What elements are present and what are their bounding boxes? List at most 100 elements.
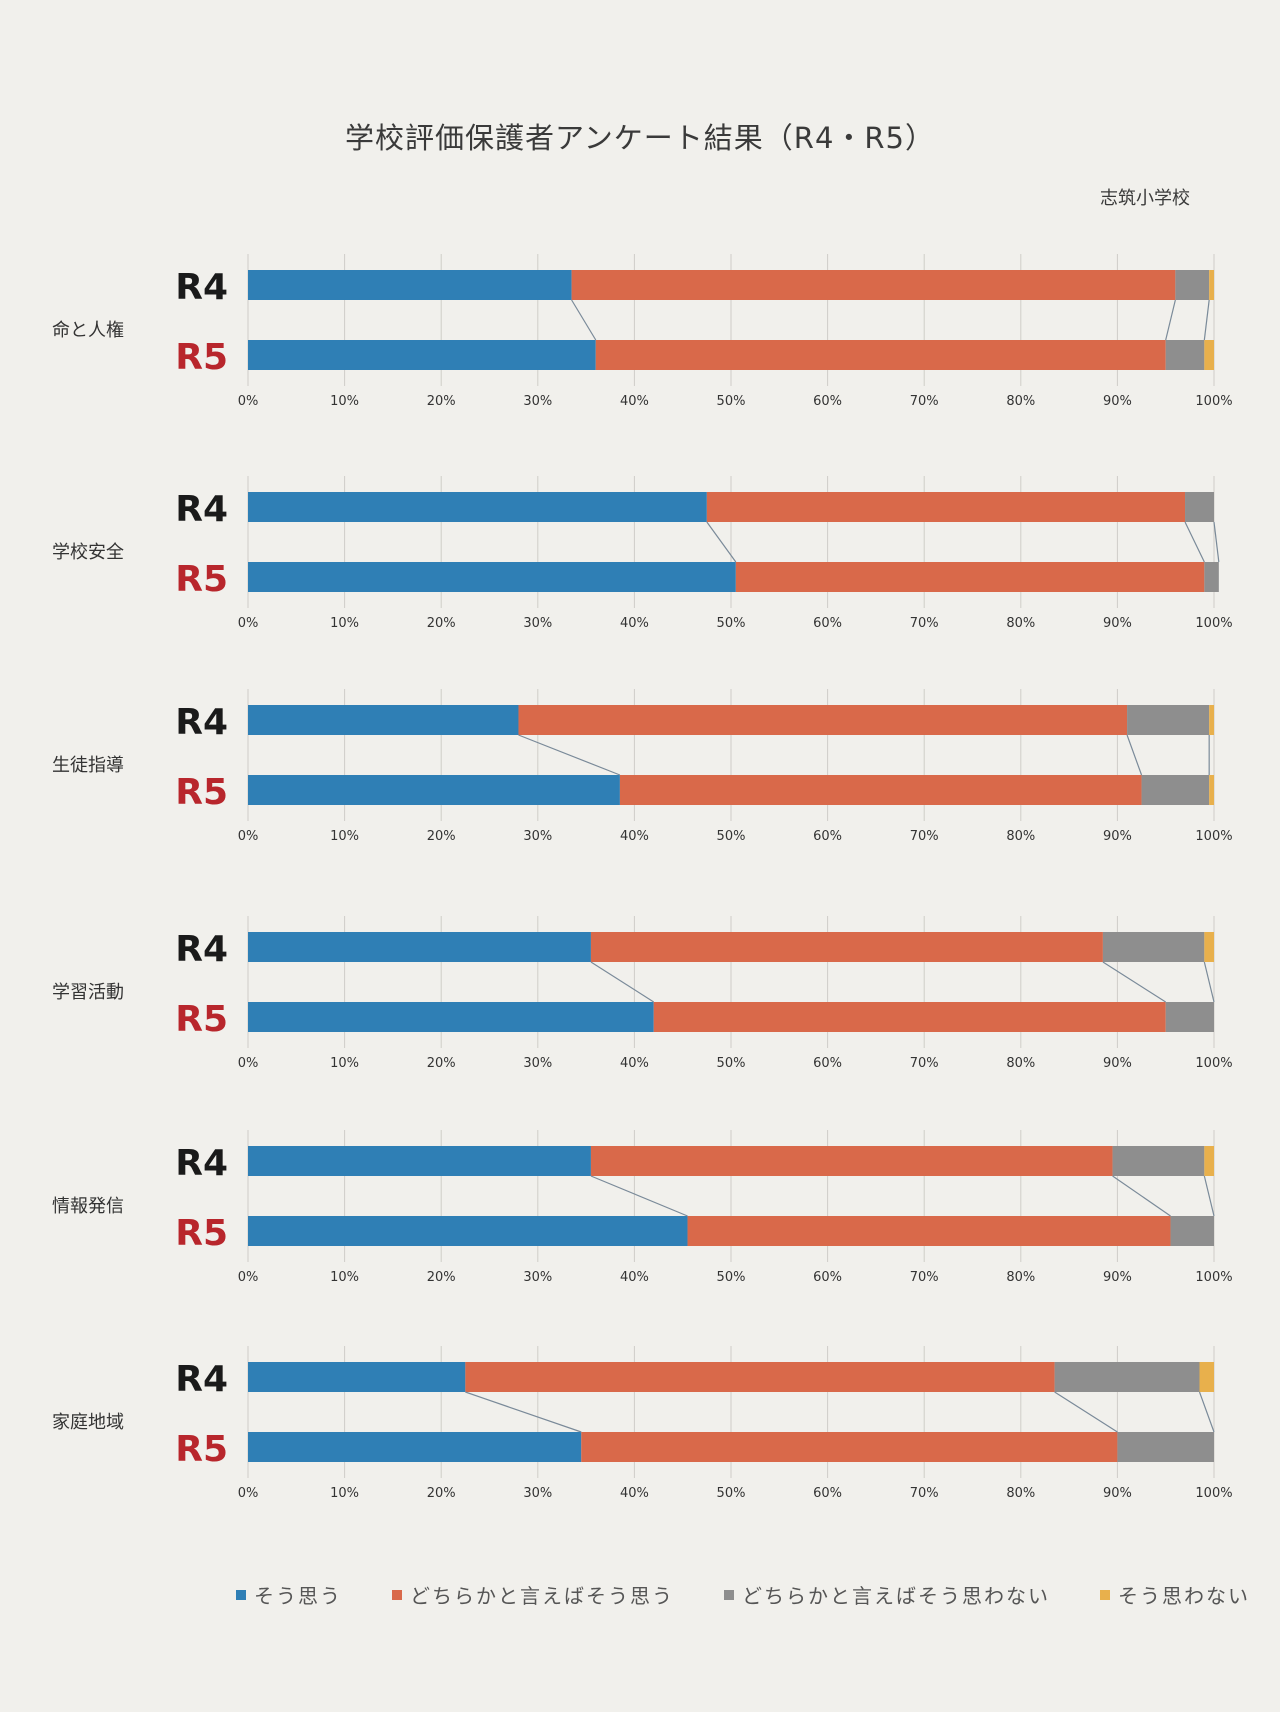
legend-swatch-somewhat-agree: [392, 1589, 402, 1600]
x-tick-label: 90%: [1103, 1270, 1132, 1285]
x-tick-label: 90%: [1103, 829, 1132, 844]
bar-segment-somewhat-disagree: [1141, 775, 1210, 805]
series-connector-line: [1102, 961, 1167, 1003]
bar-segment-somewhat-disagree: [1185, 492, 1214, 522]
series-connector-line: [465, 1391, 582, 1433]
x-tick-label: 20%: [427, 829, 456, 844]
x-tick-label: 0%: [238, 616, 259, 631]
bar-segment-somewhat-disagree: [1204, 562, 1219, 592]
legend-swatch-agree: [236, 1589, 246, 1600]
bar-segment-somewhat-disagree: [1054, 1362, 1200, 1392]
x-tick-label: 40%: [620, 616, 649, 631]
x-tick-label: 90%: [1103, 1486, 1132, 1501]
legend-item-somewhat-agree: どちらかと言えばそう思う: [392, 1580, 674, 1609]
bar-segment-somewhat-agree: [465, 1362, 1055, 1392]
bar-segment-somewhat-agree: [590, 1146, 1113, 1176]
bar-segment-agree: [248, 1432, 582, 1462]
x-tick-label: 80%: [1006, 616, 1035, 631]
x-tick-label: 70%: [910, 616, 939, 631]
x-tick-label: 20%: [427, 1056, 456, 1071]
series-connector-line: [518, 734, 621, 776]
bar-segment-agree: [248, 1146, 591, 1176]
bar-segment-somewhat-disagree: [1112, 1146, 1205, 1176]
bar-segment-somewhat-agree: [590, 932, 1103, 962]
bar-segment-disagree: [1209, 705, 1214, 735]
x-tick-label: 40%: [620, 394, 649, 409]
x-tick-label: 20%: [427, 394, 456, 409]
bar-label-r5: R5: [175, 337, 228, 378]
series-connector-line: [1203, 1175, 1215, 1217]
category-label: 家庭地域: [52, 1412, 124, 1433]
legend-swatch-disagree: [1100, 1589, 1110, 1600]
x-tick-label: 20%: [427, 1486, 456, 1501]
bar-segment-somewhat-agree: [687, 1216, 1171, 1246]
legend-label-somewhat-agree: どちらかと言えばそう思う: [410, 1584, 674, 1608]
x-tick-label: 60%: [813, 394, 842, 409]
legend-item-agree: そう思う: [236, 1580, 342, 1609]
bar-segment-somewhat-agree: [619, 775, 1142, 805]
legend-item-somewhat-disagree: どちらかと言えばそう思わない: [724, 1580, 1050, 1609]
x-tick-label: 60%: [813, 1056, 842, 1071]
bar-segment-agree: [248, 492, 707, 522]
x-tick-label: 80%: [1006, 1056, 1035, 1071]
series-connector-line: [590, 1175, 688, 1217]
bar-segment-somewhat-disagree: [1127, 705, 1210, 735]
series-connector-line: [1198, 1391, 1215, 1433]
bar-segment-somewhat-disagree: [1165, 1002, 1214, 1032]
x-tick-label: 60%: [813, 1270, 842, 1285]
x-tick-label: 80%: [1006, 394, 1035, 409]
x-tick-label: 80%: [1006, 1270, 1035, 1285]
legend-label-disagree: そう思わない: [1118, 1584, 1250, 1608]
series-connector-line: [1126, 734, 1143, 776]
series-connector-line: [1213, 521, 1220, 563]
x-tick-label: 70%: [910, 394, 939, 409]
category-label: 命と人権: [52, 320, 124, 341]
bar-segment-somewhat-agree: [706, 492, 1186, 522]
x-tick-label: 40%: [620, 1486, 649, 1501]
bar-segment-somewhat-agree: [518, 705, 1128, 735]
x-tick-label: 90%: [1103, 616, 1132, 631]
series-connector-line: [706, 521, 737, 563]
bar-label-r5: R5: [175, 1213, 228, 1254]
x-tick-label: 90%: [1103, 394, 1132, 409]
bar-segment-somewhat-disagree: [1165, 340, 1205, 370]
x-tick-label: 40%: [620, 829, 649, 844]
bar-segment-somewhat-agree: [595, 340, 1166, 370]
series-connector-line: [1054, 1391, 1118, 1433]
x-tick-label: 30%: [523, 829, 552, 844]
x-tick-label: 50%: [717, 616, 746, 631]
category-label: 学習活動: [52, 982, 124, 1003]
series-connector-line: [1203, 299, 1210, 341]
x-tick-label: 50%: [717, 1486, 746, 1501]
bar-segment-somewhat-disagree: [1102, 932, 1205, 962]
series-connector-line: [1203, 961, 1215, 1003]
x-tick-label: 50%: [717, 1056, 746, 1071]
bar-segment-somewhat-agree: [581, 1432, 1118, 1462]
bar-segment-disagree: [1204, 340, 1214, 370]
x-tick-label: 50%: [717, 394, 746, 409]
x-tick-label: 90%: [1103, 1056, 1132, 1071]
bar-segment-somewhat-disagree: [1175, 270, 1210, 300]
bar-segment-somewhat-disagree: [1170, 1216, 1214, 1246]
bar-label-r4: R4: [175, 489, 228, 530]
bar-label-r4: R4: [175, 702, 228, 743]
x-tick-label: 60%: [813, 1486, 842, 1501]
x-tick-label: 70%: [910, 1056, 939, 1071]
legend-item-disagree: そう思わない: [1100, 1580, 1250, 1609]
bar-label-r4: R4: [175, 1143, 228, 1184]
x-tick-label: 100%: [1195, 616, 1232, 631]
bar-label-r4: R4: [175, 929, 228, 970]
x-tick-label: 10%: [330, 1270, 359, 1285]
series-connector-line: [1112, 1175, 1171, 1217]
x-tick-label: 40%: [620, 1056, 649, 1071]
bar-segment-agree: [248, 340, 596, 370]
bar-segment-agree: [248, 270, 572, 300]
bar-segment-agree: [248, 562, 736, 592]
x-tick-label: 0%: [238, 1486, 259, 1501]
x-tick-label: 70%: [910, 1486, 939, 1501]
legend: そう思う どちらかと言えばそう思う どちらかと言えばそう思わない そう思わない: [236, 1580, 1250, 1609]
bar-label-r4: R4: [175, 267, 228, 308]
x-tick-label: 100%: [1195, 1056, 1232, 1071]
x-tick-label: 80%: [1006, 1486, 1035, 1501]
